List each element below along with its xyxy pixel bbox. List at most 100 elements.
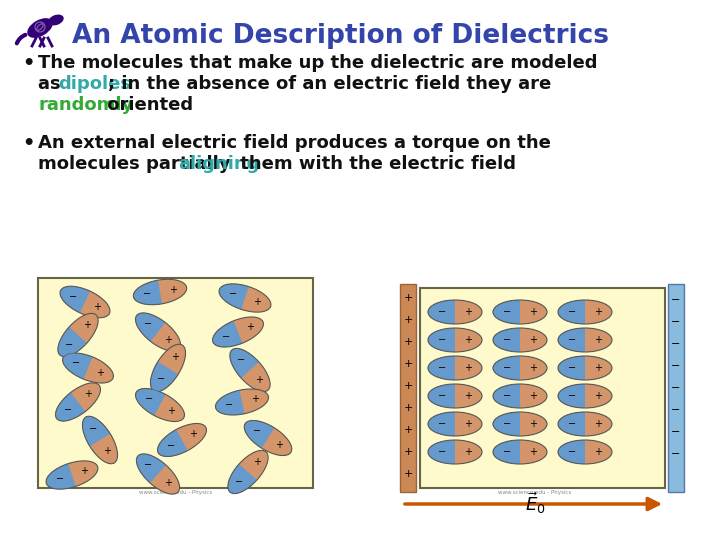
Ellipse shape [428,384,482,408]
Ellipse shape [493,328,547,352]
Text: −: − [438,447,446,457]
Ellipse shape [135,313,181,351]
Text: −: − [671,317,680,327]
Ellipse shape [136,454,179,494]
Text: −: − [503,391,511,401]
Ellipse shape [428,412,482,436]
Ellipse shape [244,421,292,456]
PathPatch shape [493,440,520,464]
Text: www.science.edu - Physics: www.science.edu - Physics [498,490,572,495]
Text: +: + [594,307,602,317]
Ellipse shape [558,384,612,408]
Ellipse shape [158,423,207,456]
PathPatch shape [558,412,585,436]
Text: www.science.edu - Physics: www.science.edu - Physics [139,490,212,495]
PathPatch shape [133,280,162,305]
Ellipse shape [244,421,292,456]
PathPatch shape [428,384,455,408]
Text: −: − [568,391,576,401]
Ellipse shape [493,300,547,324]
Ellipse shape [83,416,117,464]
Ellipse shape [58,313,98,356]
Text: +: + [275,440,283,450]
Text: +: + [403,425,413,435]
Text: −: − [143,289,151,299]
PathPatch shape [212,321,243,347]
Text: −: − [671,427,680,437]
Text: −: − [438,335,446,345]
Text: +: + [253,457,261,467]
Text: −: − [64,405,72,415]
Ellipse shape [428,328,482,352]
Text: −: − [438,363,446,373]
PathPatch shape [493,328,520,352]
PathPatch shape [244,421,274,448]
Text: +: + [464,335,472,345]
Text: −: − [503,335,511,345]
Text: $\vec{E}_0$: $\vec{E}_0$ [525,490,545,516]
Ellipse shape [48,15,63,25]
PathPatch shape [428,328,455,352]
Ellipse shape [428,300,482,324]
Ellipse shape [83,416,117,464]
Ellipse shape [558,328,612,352]
PathPatch shape [219,284,248,309]
FancyBboxPatch shape [400,284,416,492]
Ellipse shape [428,328,482,352]
Text: +: + [171,352,179,362]
Text: randomly: randomly [38,96,133,114]
Text: +: + [83,320,91,330]
Text: An external electric field produces a torque on the: An external electric field produces a to… [38,134,551,152]
Ellipse shape [150,344,186,392]
Text: +: + [594,419,602,429]
Text: −: − [157,374,165,384]
Ellipse shape [150,344,186,392]
PathPatch shape [558,440,585,464]
Text: −: − [238,355,246,366]
Text: −: − [144,460,153,470]
Ellipse shape [46,461,98,489]
Text: +: + [103,446,111,456]
Text: +: + [529,307,537,317]
PathPatch shape [493,384,520,408]
Text: +: + [403,293,413,303]
Text: +: + [464,419,472,429]
Text: −: − [568,307,576,317]
Text: −: − [671,405,680,415]
Ellipse shape [428,384,482,408]
Ellipse shape [493,412,547,436]
Text: +: + [529,335,537,345]
Ellipse shape [55,383,101,421]
Ellipse shape [228,450,268,494]
Text: +: + [464,363,472,373]
Text: +: + [189,429,197,439]
PathPatch shape [63,353,92,379]
Text: +: + [594,335,602,345]
PathPatch shape [558,356,585,380]
FancyBboxPatch shape [38,278,313,488]
Text: +: + [594,447,602,457]
PathPatch shape [135,388,166,416]
Text: −: − [69,292,77,301]
Text: −: − [235,477,243,487]
Ellipse shape [215,389,269,415]
Text: +: + [255,375,263,384]
Text: −: − [145,394,153,404]
PathPatch shape [428,412,455,436]
Text: +: + [464,391,472,401]
Ellipse shape [558,300,612,324]
Ellipse shape [46,461,98,489]
Text: −: − [253,426,261,436]
Ellipse shape [493,384,547,408]
Text: +: + [403,359,413,369]
Text: dipoles: dipoles [58,75,131,93]
Text: +: + [93,302,101,313]
Text: +: + [403,469,413,479]
Text: −: − [225,400,233,410]
Ellipse shape [135,388,184,422]
Text: +: + [594,391,602,401]
Text: •: • [22,54,35,73]
Ellipse shape [558,412,612,436]
Ellipse shape [428,300,482,324]
Text: +: + [529,419,537,429]
